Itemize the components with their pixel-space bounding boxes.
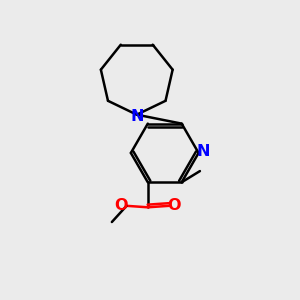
Text: O: O	[115, 198, 128, 213]
Text: N: N	[130, 109, 143, 124]
Text: O: O	[167, 198, 181, 213]
Text: N: N	[196, 144, 210, 159]
